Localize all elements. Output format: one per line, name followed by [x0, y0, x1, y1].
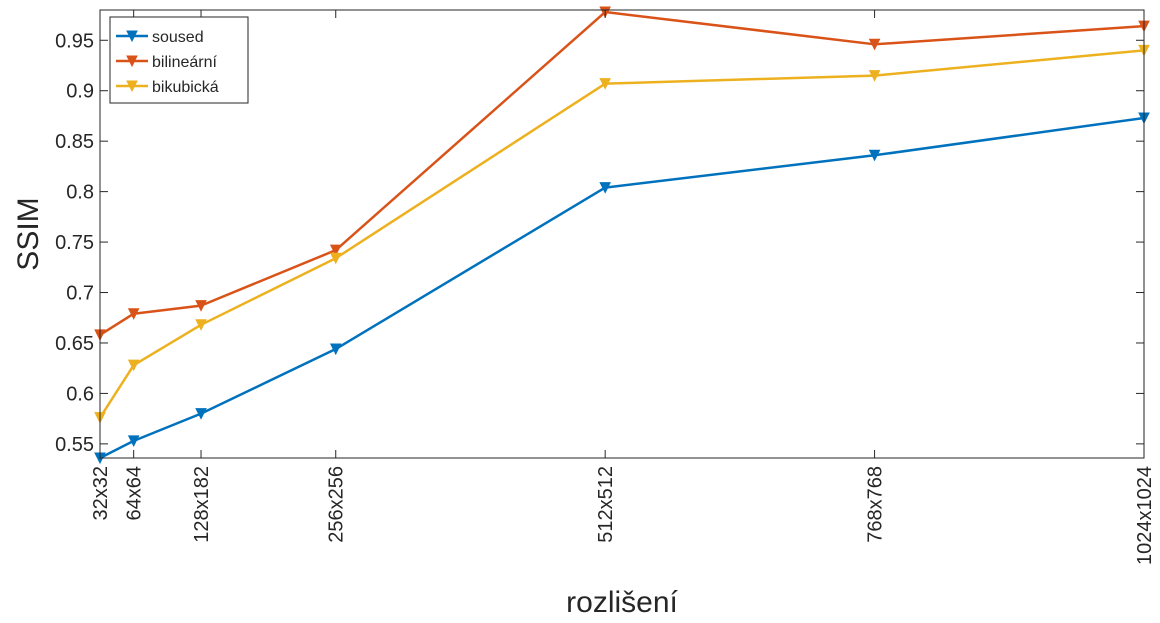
series-1-marker — [329, 244, 342, 257]
plot-area — [100, 10, 1144, 458]
x-tick-label: 256x256 — [326, 466, 348, 543]
y-tick-label: 0.7 — [66, 283, 94, 305]
series-2-marker — [599, 78, 611, 90]
series-2-marker — [329, 252, 342, 265]
legend-label: bilineární — [152, 54, 217, 71]
series-0-marker — [195, 408, 207, 420]
series-1-marker — [868, 38, 881, 51]
series-1-marker — [195, 300, 207, 312]
series-2-marker — [195, 319, 207, 331]
y-tick-label: 0.55 — [55, 434, 94, 456]
x-tick-label: 768x768 — [865, 466, 887, 543]
legend: soused bilineární bikubická — [109, 16, 249, 104]
series-0-marker — [599, 182, 611, 194]
series-2-marker — [868, 70, 881, 82]
legend-marker — [126, 80, 138, 93]
axes-box — [99, 9, 1145, 459]
series-0-marker — [868, 149, 881, 162]
series-0-marker — [127, 435, 140, 447]
y-tick-label: 0.8 — [66, 182, 94, 204]
legend-label: soused — [152, 29, 204, 46]
x-tick-label: 1024x1024 — [1134, 466, 1156, 565]
legend-marker — [126, 30, 138, 43]
series-2-marker — [127, 359, 140, 372]
x-tick-label: 128x182 — [191, 466, 213, 543]
y-tick-label: 0.6 — [66, 383, 94, 405]
y-tick-label: 0.65 — [55, 333, 94, 355]
y-axis-title: SSIM — [12, 197, 45, 270]
y-tick-label: 0.9 — [66, 81, 94, 103]
series-0-marker — [329, 343, 342, 356]
x-tick-label: 64x64 — [124, 466, 146, 521]
series-layer — [94, 6, 1150, 465]
x-tick-label: 512x512 — [595, 466, 617, 543]
ticks-layer: 0.55 0.6 0.65 0.7 0.75 0.8 0.85 0.9 0.95 32x32 64x… — [55, 10, 1156, 565]
legend-marker — [126, 55, 138, 68]
x-tick-label: 32x32 — [90, 466, 112, 521]
axes-layer — [99, 9, 1145, 459]
x-axis-title: rozlišení — [566, 586, 678, 619]
legend-label: bikubická — [152, 79, 219, 96]
y-tick-label: 0.85 — [55, 131, 94, 153]
y-tick-label: 0.75 — [55, 232, 94, 254]
series-1-marker — [127, 308, 140, 320]
y-tick-label: 0.95 — [55, 30, 94, 52]
